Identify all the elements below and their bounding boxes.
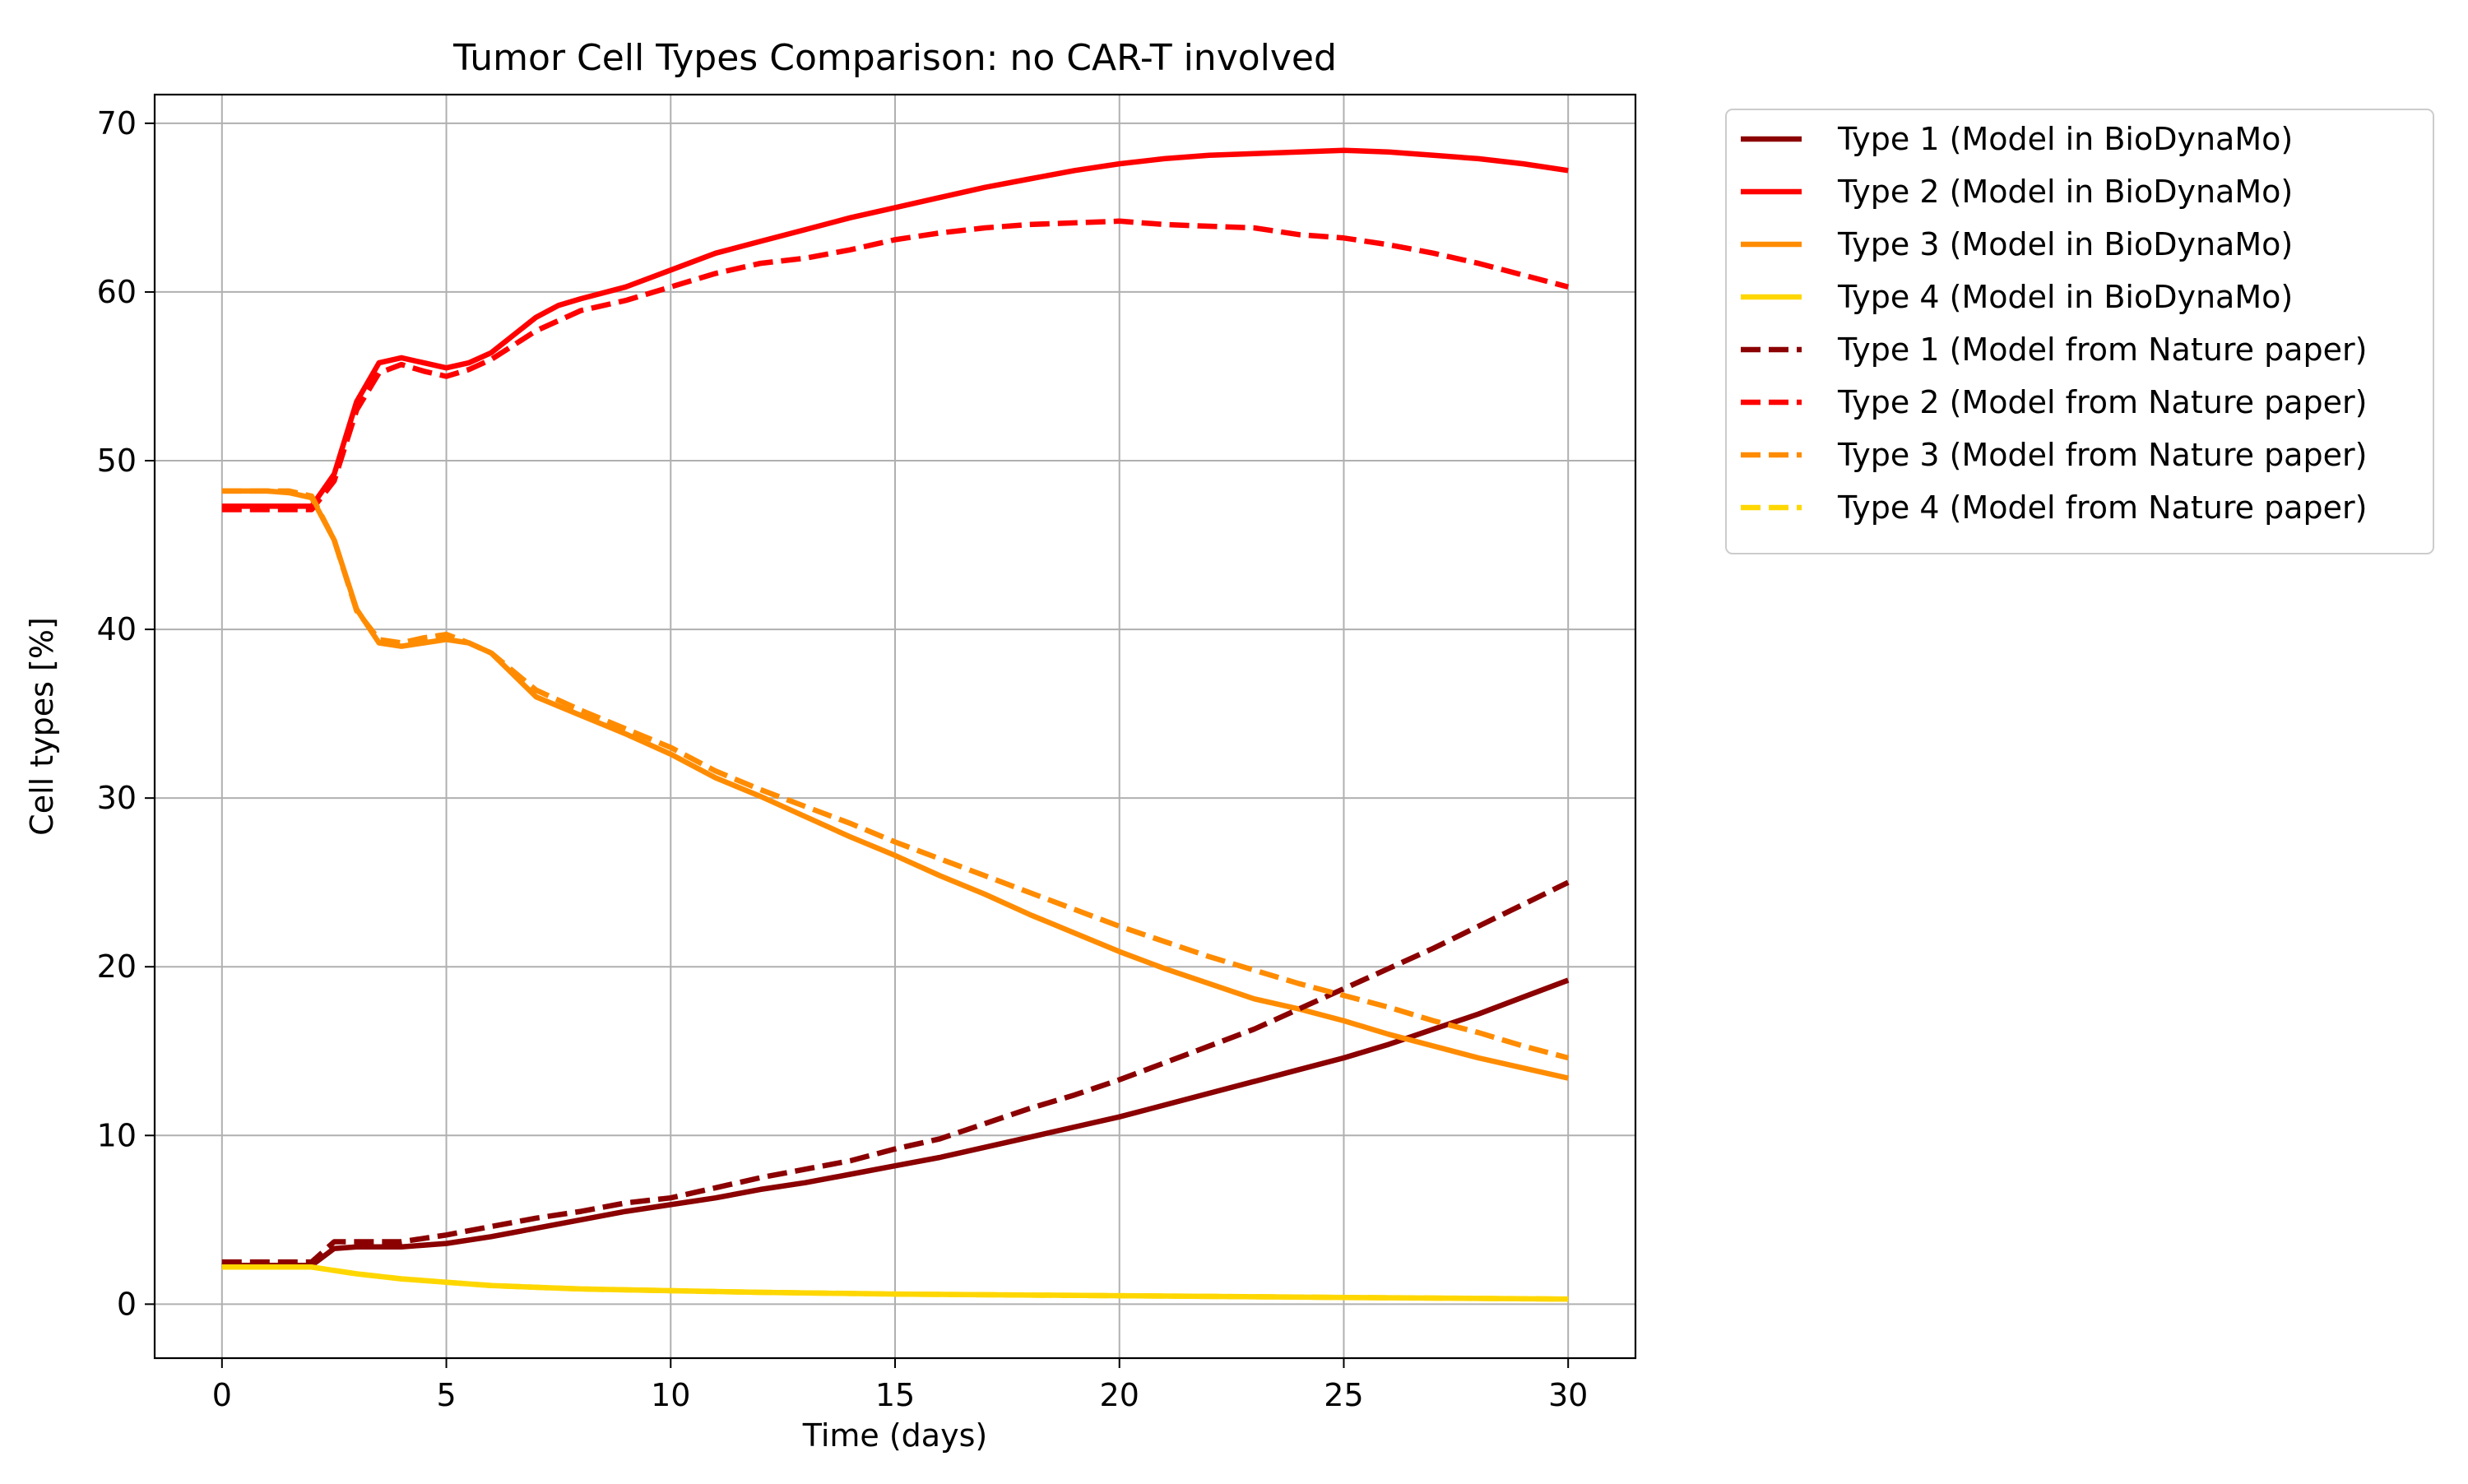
y-tick-label: 30	[97, 780, 137, 816]
chart-title: Tumor Cell Types Comparison: no CAR-T in…	[452, 37, 1337, 79]
x-tick-label: 30	[1548, 1377, 1588, 1413]
x-tick-label: 20	[1100, 1377, 1139, 1413]
x-tick-label: 0	[212, 1377, 232, 1413]
legend: Type 1 (Model in BioDynaMo) Type 2 (Model…	[1725, 109, 2434, 554]
x-axis-label: Time (days)	[802, 1417, 987, 1454]
y-tick-label: 20	[97, 948, 137, 985]
x-tick-label: 25	[1324, 1377, 1363, 1413]
series-lines	[221, 147, 1570, 1302]
y-tick-label: 60	[97, 274, 137, 310]
legend-label: Type 4 (Model in BioDynaMo)	[1837, 279, 2293, 315]
series-line-5	[221, 879, 1570, 1265]
y-tick-label: 10	[97, 1117, 137, 1153]
y-tick-label: 50	[97, 443, 137, 479]
x-tick-label: 10	[651, 1377, 690, 1413]
series-line-8	[221, 1264, 1569, 1302]
y-axis-label: Cell types [%]	[24, 617, 60, 836]
legend-label: Type 1 (Model in BioDynaMo)	[1837, 121, 2293, 157]
legend-label: Type 1 (Model from Nature paper)	[1837, 332, 2367, 368]
x-tick-label: 5	[436, 1377, 456, 1413]
y-tick-label: 40	[97, 611, 137, 647]
axis-ticks: 0 5 10 15 20 25 30 0 10 20 30 40 50 60 70	[97, 105, 1589, 1413]
legend-label: Type 3 (Model from Nature paper)	[1837, 437, 2367, 473]
series-line-6	[221, 218, 1570, 512]
legend-label: Type 2 (Model from Nature paper)	[1837, 384, 2367, 420]
x-tick-label: 15	[875, 1377, 915, 1413]
y-tick-label: 0	[117, 1286, 137, 1322]
series-line-2	[221, 147, 1569, 509]
series-line-3	[221, 488, 1569, 1081]
legend-label: Type 2 (Model in BioDynaMo)	[1837, 174, 2293, 210]
legend-label: Type 4 (Model from Nature paper)	[1837, 489, 2367, 526]
y-tick-label: 70	[97, 105, 137, 141]
legend-box	[1725, 109, 2434, 554]
series-line-1	[221, 977, 1570, 1268]
legend-label: Type 3 (Model in BioDynaMo)	[1837, 226, 2293, 262]
